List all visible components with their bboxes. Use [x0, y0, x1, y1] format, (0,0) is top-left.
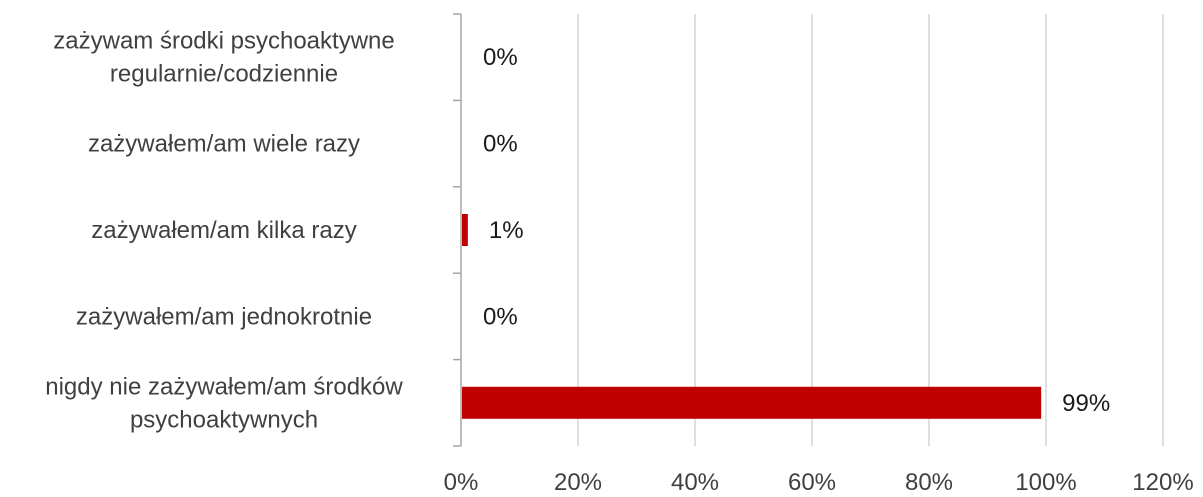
category-label: zażywałem/am wiele razy — [88, 131, 360, 158]
category-label: regularnie/codziennie — [110, 61, 338, 88]
x-tick-label: 80% — [905, 469, 953, 496]
data-label: 0% — [483, 44, 518, 71]
category-label: zażywam środki psychoaktywne — [53, 28, 394, 55]
x-tick-label: 20% — [554, 469, 602, 496]
bar — [462, 214, 468, 246]
category-label: zażywałem/am jednokrotnie — [76, 303, 372, 330]
x-tick-label: 120% — [1132, 469, 1193, 496]
gridlines — [577, 14, 1164, 446]
x-tick-label: 60% — [788, 469, 836, 496]
data-label: 1% — [489, 217, 524, 244]
data-label: 0% — [483, 131, 518, 158]
labels: 0% 20% 40% 60% 80% 100% 120% 0% zażywam środki p… — [45, 28, 1193, 496]
data-label: 99% — [1062, 390, 1110, 417]
category-label: zażywałem/am kilka razy — [91, 217, 356, 244]
axes — [453, 13, 462, 447]
category-label: psychoaktywnych — [130, 406, 318, 433]
data-label: 0% — [483, 303, 518, 330]
bar — [462, 386, 1042, 419]
x-tick-label: 100% — [1015, 469, 1076, 496]
x-tick-label: 40% — [671, 469, 719, 496]
bars — [462, 214, 1042, 419]
x-tick-label: 0% — [444, 469, 479, 496]
category-label: nigdy nie zażywałem/am środków — [45, 373, 403, 400]
